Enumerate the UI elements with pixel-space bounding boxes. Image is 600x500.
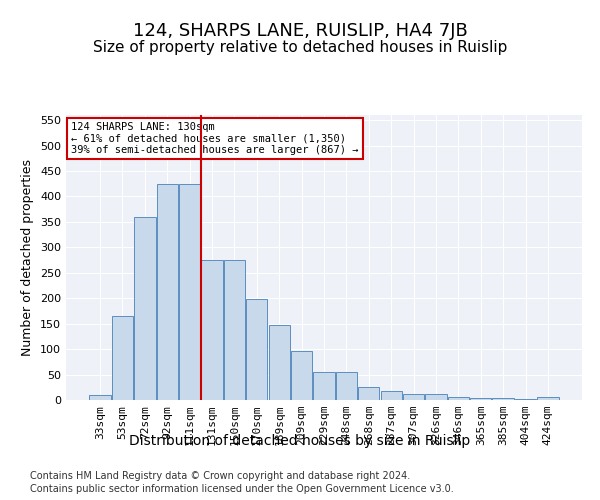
Bar	[134, 217, 155, 400]
Bar	[89, 395, 111, 400]
Bar	[112, 316, 133, 400]
Text: Contains HM Land Registry data © Crown copyright and database right 2024.: Contains HM Land Registry data © Crown c…	[30, 471, 410, 481]
Y-axis label: Number of detached properties: Number of detached properties	[22, 159, 34, 356]
Bar	[403, 394, 424, 400]
Bar	[157, 184, 178, 400]
Bar	[313, 372, 335, 400]
Bar	[246, 299, 268, 400]
Text: Contains public sector information licensed under the Open Government Licence v3: Contains public sector information licen…	[30, 484, 454, 494]
Bar	[224, 260, 245, 400]
Bar	[336, 372, 357, 400]
Bar	[269, 325, 290, 400]
Text: 124, SHARPS LANE, RUISLIP, HA4 7JB: 124, SHARPS LANE, RUISLIP, HA4 7JB	[133, 22, 467, 40]
Text: Distribution of detached houses by size in Ruislip: Distribution of detached houses by size …	[130, 434, 470, 448]
Text: Size of property relative to detached houses in Ruislip: Size of property relative to detached ho…	[93, 40, 507, 55]
Bar	[202, 260, 223, 400]
Bar	[358, 388, 379, 400]
Bar	[179, 184, 200, 400]
Bar	[470, 398, 491, 400]
Bar	[537, 398, 559, 400]
Text: 124 SHARPS LANE: 130sqm
← 61% of detached houses are smaller (1,350)
39% of semi: 124 SHARPS LANE: 130sqm ← 61% of detache…	[71, 122, 359, 156]
Bar	[291, 350, 312, 400]
Bar	[425, 394, 446, 400]
Bar	[448, 398, 469, 400]
Bar	[493, 398, 514, 400]
Bar	[380, 391, 402, 400]
